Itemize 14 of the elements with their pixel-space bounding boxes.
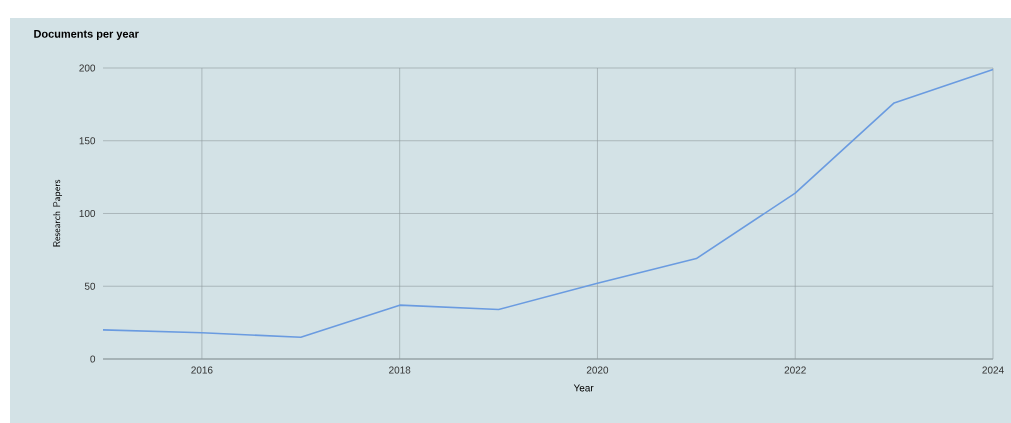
chart-title: Documents per year (34, 30, 139, 40)
y-tick-label: 50 (84, 282, 96, 290)
y-tick-label: 100 (79, 209, 96, 218)
y-tick-label: 200 (79, 64, 96, 72)
x-tick-label: 2020 (586, 366, 609, 374)
x-tick-label: 2022 (784, 366, 806, 374)
x-tick-label: 2024 (982, 366, 1004, 374)
x-axis-title: Year (573, 384, 594, 392)
x-tick-label: 2016 (191, 366, 213, 374)
x-tick-label: 2018 (389, 366, 411, 374)
y-tick-label: 0 (90, 355, 96, 363)
line-series (102, 68, 994, 338)
y-tick-label: 150 (79, 137, 96, 145)
y-axis-title: Research Papers (53, 179, 63, 247)
